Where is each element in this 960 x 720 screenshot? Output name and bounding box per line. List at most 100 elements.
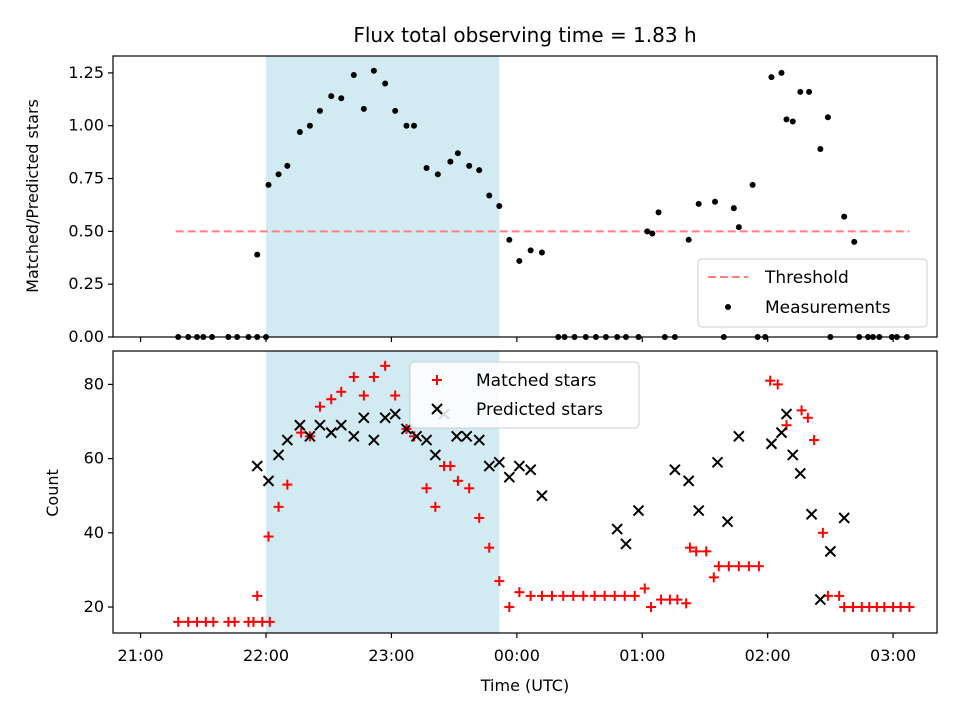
predicted-star-point	[682, 475, 695, 487]
measurement-point	[392, 107, 399, 114]
legend-threshold-label: Threshold	[764, 268, 849, 288]
bottom-y-tick-label: 80	[84, 374, 104, 393]
matched-star-point	[809, 435, 820, 446]
legend-matched-label: Matched stars	[476, 371, 596, 391]
bottom-x-tick-label: 21:00	[118, 646, 164, 665]
matched-star-point	[839, 602, 850, 613]
measurement-point	[768, 74, 775, 81]
top-y-axis-label: Matched/Predicted stars	[23, 99, 42, 293]
measurement-point	[328, 93, 335, 100]
measurement-point	[254, 251, 261, 258]
matched-star-point	[336, 386, 347, 397]
predicted-star-point	[824, 545, 837, 558]
predicted-star-point	[775, 426, 788, 439]
measurement-point	[735, 224, 742, 231]
matched-star-point	[464, 483, 475, 494]
predicted-star-point	[765, 438, 778, 450]
predicted-star-point	[524, 464, 537, 476]
chart-title: Flux total observing time = 1.83 h	[353, 23, 696, 47]
matched-star-point	[646, 602, 657, 613]
matched-star-point	[484, 542, 495, 553]
predicted-star-point	[483, 460, 495, 472]
matched-star-point	[229, 616, 240, 627]
predicted-star-point	[473, 434, 485, 446]
predicted-star-point	[251, 460, 263, 472]
bottom-y-axis-label: Count	[43, 469, 62, 517]
matched-star-point	[263, 531, 274, 542]
measurement-point	[516, 257, 523, 264]
top-y-tick-label: 0.25	[68, 274, 104, 293]
measurement-point	[265, 181, 272, 188]
predicted-star-point	[460, 430, 473, 443]
measurement-point	[423, 164, 430, 171]
top-legend-box	[697, 258, 928, 328]
measurement-point	[749, 181, 756, 188]
measurement-point	[496, 203, 503, 210]
predicted-star-point	[493, 456, 505, 469]
predicted-star-point	[632, 504, 645, 517]
matched-star-point	[609, 590, 620, 601]
measurement-point	[644, 228, 651, 235]
predicted-star-point	[420, 434, 433, 446]
matched-star-point	[452, 475, 463, 486]
top-y-tick-label: 1.00	[68, 116, 104, 135]
predicted-star-point	[272, 449, 285, 461]
predicted-star-point	[503, 471, 516, 483]
matched-star-point	[713, 561, 724, 572]
bottom-x-tick-label: 22:00	[243, 646, 289, 665]
bottom-y-tick-label: 40	[84, 523, 104, 542]
bottom-x-tick-label: 01:00	[619, 646, 665, 665]
top-y-tick-label: 0.75	[68, 169, 104, 188]
matched-star-point	[264, 616, 275, 627]
measurement-point	[824, 114, 831, 121]
measurement-point	[382, 80, 389, 87]
measurement-point	[370, 67, 377, 74]
matched-star-point	[348, 371, 359, 382]
matched-star-point	[504, 602, 515, 613]
matched-star-point	[192, 616, 203, 627]
bottom-axes-frame	[112, 350, 938, 634]
predicted-star-point	[838, 512, 850, 524]
matched-star-point	[599, 590, 610, 601]
matched-star-point	[904, 602, 915, 613]
matched-star-point	[380, 360, 391, 371]
predicted-star-point	[620, 538, 632, 550]
predicted-star-point	[262, 475, 275, 487]
matched-star-point	[368, 371, 379, 382]
matched-star-point	[568, 590, 579, 601]
predicted-star-point	[711, 456, 724, 469]
matched-star-point	[817, 527, 828, 538]
predicted-star-point	[304, 430, 316, 443]
matched-star-point	[691, 546, 702, 557]
measurement-point	[434, 171, 441, 178]
measurement-point	[275, 171, 282, 178]
matched-star-point	[358, 390, 369, 401]
legend-predicted-label: Predicted stars	[476, 400, 603, 420]
measurement-point	[411, 122, 418, 129]
matched-star-point	[639, 583, 650, 594]
measurement-point	[730, 205, 737, 212]
measurement-point	[296, 129, 303, 136]
predicted-star-point	[805, 508, 818, 520]
measurement-point	[338, 95, 345, 102]
bottom-x-tick-label: 02:00	[745, 646, 791, 665]
top-y-tick-label: 0.50	[68, 221, 104, 240]
bottom-legend-box	[409, 361, 640, 429]
predicted-star-point	[358, 412, 370, 424]
predicted-star-point	[379, 412, 391, 424]
legend-predicted-swatch	[431, 403, 443, 415]
predicted-star-point	[325, 426, 337, 439]
measurement-point	[466, 162, 473, 169]
matched-star-point	[895, 602, 906, 613]
matched-star-point	[723, 561, 734, 572]
matched-star-point	[252, 590, 263, 601]
matched-star-point	[558, 590, 569, 601]
matched-star-point	[802, 412, 813, 423]
matched-star-point	[390, 390, 401, 401]
predicted-star-point	[536, 490, 548, 502]
measurement-point	[851, 238, 858, 245]
matched-star-point	[248, 616, 259, 627]
bottom-x-tick-label: 00:00	[494, 646, 540, 665]
predicted-star-point	[429, 449, 442, 461]
matched-star-point	[879, 602, 890, 613]
